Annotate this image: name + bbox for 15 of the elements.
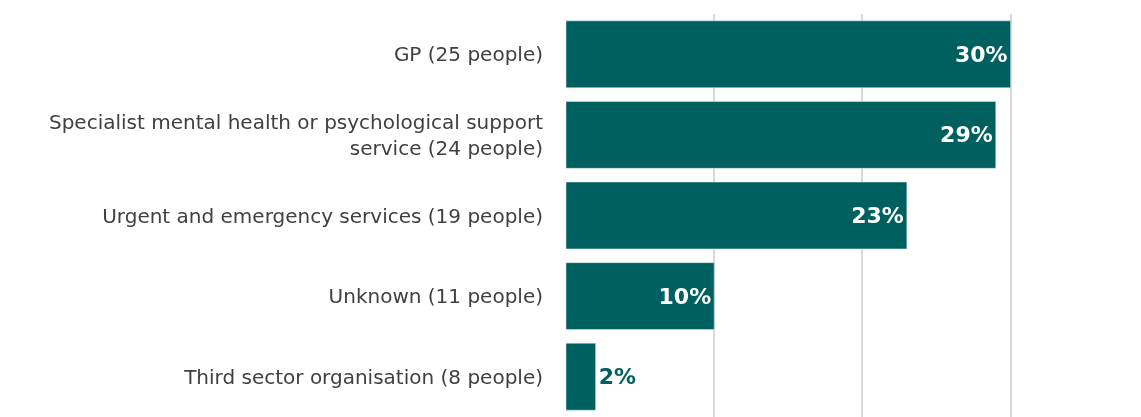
data-label: 23%: [851, 203, 904, 228]
bar: [566, 20, 1011, 88]
y-tick-label: GP (25 people): [393, 42, 543, 67]
y-tick-label: Urgent and emergency services (19 people): [102, 203, 543, 228]
bar: [566, 262, 715, 330]
data-label: 29%: [940, 122, 993, 148]
bar: [566, 343, 596, 411]
y-tick-label: Unknown (11 people): [328, 284, 543, 309]
bar: [566, 181, 908, 250]
data-label: 30%: [954, 41, 1008, 67]
data-label: 2%: [598, 364, 636, 390]
bar: [566, 101, 997, 169]
data-label: 10%: [658, 283, 712, 309]
y-tick-label: Third sector organisation (8 people): [183, 364, 543, 389]
y-tick-label: Specialist mental health or psychological support service (24 people): [48, 109, 544, 160]
